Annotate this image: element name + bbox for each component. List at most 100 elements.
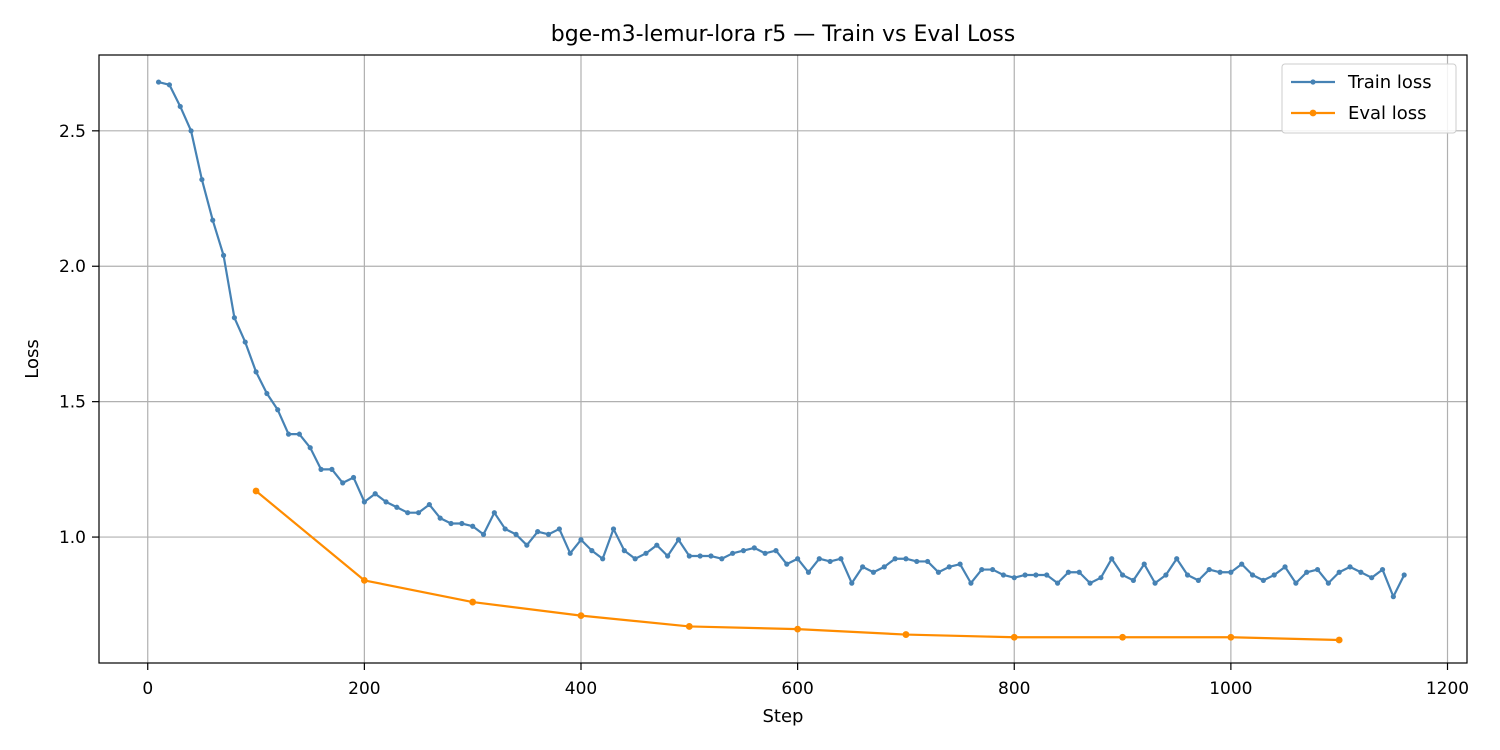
- train-loss-point: [1249, 572, 1256, 578]
- train-loss-point: [578, 537, 584, 543]
- train-loss-point: [892, 556, 898, 562]
- train-loss-point: [1044, 572, 1050, 578]
- x-tick-label: 400: [565, 679, 597, 699]
- train-loss-point: [1217, 569, 1223, 575]
- train-loss-point: [383, 499, 389, 505]
- train-loss-point: [697, 553, 703, 559]
- eval-loss-point: [252, 487, 260, 495]
- train-loss-point: [1152, 580, 1158, 586]
- series-layer: [155, 79, 1407, 644]
- legend-train-label: Train loss: [1347, 72, 1432, 93]
- eval-loss-point: [794, 625, 802, 633]
- train-loss-point: [1184, 572, 1191, 578]
- train-loss-point: [567, 550, 573, 556]
- eval-loss-point: [1335, 636, 1343, 644]
- train-loss-point: [751, 545, 757, 551]
- train-loss-point: [1141, 561, 1147, 567]
- train-loss-point: [1163, 572, 1169, 578]
- train-loss-point: [643, 550, 649, 556]
- train-loss-point: [827, 558, 833, 565]
- x-axis-label: Step: [763, 706, 804, 727]
- eval-loss-point: [685, 623, 693, 630]
- x-tick-label: 800: [998, 679, 1030, 699]
- y-tick-label: 2.5: [59, 122, 86, 142]
- train-loss-point: [1239, 561, 1245, 567]
- train-loss-point: [1195, 577, 1201, 583]
- y-tick-label: 2.0: [59, 257, 86, 277]
- train-loss-point: [1379, 566, 1386, 573]
- train-loss-point: [1401, 572, 1407, 578]
- train-loss-point: [1065, 569, 1072, 575]
- train-loss-point: [491, 510, 497, 516]
- train-loss-point: [600, 556, 606, 562]
- train-loss-point: [372, 491, 378, 497]
- train-loss-point: [1054, 580, 1061, 586]
- train-loss-point: [1109, 556, 1115, 562]
- train-loss-point: [870, 569, 877, 575]
- train-loss-point: [708, 553, 714, 559]
- train-loss-point: [914, 558, 920, 565]
- x-tick-label: 1000: [1209, 679, 1252, 699]
- train-loss-point: [860, 564, 866, 570]
- train-loss-point: [535, 529, 541, 535]
- train-loss-point: [264, 390, 270, 397]
- train-loss-point: [1011, 575, 1017, 581]
- train-loss-point: [881, 564, 887, 570]
- train-loss-point: [979, 566, 985, 573]
- train-loss-point: [177, 103, 183, 110]
- eval-loss-point: [577, 612, 585, 620]
- train-loss-point: [394, 504, 400, 510]
- train-loss-point: [437, 515, 443, 521]
- train-loss-point: [459, 520, 465, 527]
- y-axis-label: Loss: [22, 339, 43, 378]
- train-loss-point: [426, 501, 432, 508]
- train-loss-point: [1119, 572, 1126, 578]
- train-loss-point: [1314, 566, 1321, 573]
- train-loss-point: [1358, 569, 1364, 575]
- train-loss-point: [957, 561, 963, 567]
- train-loss-point: [849, 580, 855, 586]
- train-loss-point: [1347, 564, 1353, 570]
- train-loss-point: [1087, 580, 1093, 586]
- train-loss-point: [1390, 594, 1396, 600]
- eval-loss-point: [1227, 633, 1235, 641]
- train-loss-point: [415, 510, 422, 516]
- train-loss-point: [610, 526, 617, 532]
- train-loss-point: [524, 542, 530, 548]
- chart-title: bge-m3-lemur-lora r5 — Train vs Eval Los…: [551, 22, 1016, 47]
- legend-eval-marker: [1309, 109, 1317, 117]
- train-loss-point: [296, 431, 302, 437]
- train-loss-point: [816, 556, 822, 562]
- train-loss-point: [361, 499, 367, 505]
- train-loss-point: [989, 566, 996, 573]
- train-loss-point: [556, 526, 562, 532]
- y-tick-label: 1.5: [59, 393, 86, 413]
- plot-frame: [98, 54, 1468, 664]
- train-loss-point: [285, 431, 292, 437]
- train-loss-point: [480, 531, 487, 537]
- train-loss-point: [654, 542, 660, 548]
- train-loss-point: [1228, 569, 1234, 575]
- train-loss-point: [632, 556, 638, 562]
- train-loss-point: [1000, 572, 1007, 578]
- train-loss-point: [329, 466, 335, 472]
- train-loss-point: [318, 466, 324, 472]
- train-loss-point: [405, 510, 411, 516]
- train-loss-point: [350, 474, 357, 481]
- train-loss-point: [838, 556, 844, 562]
- train-loss-point: [1369, 575, 1375, 581]
- train-loss-point: [1033, 572, 1039, 578]
- ticks: 0 200 400 600 800 1000 1200 1.0 1.5 2.0 2.5: [59, 122, 1469, 699]
- x-tick-label: 600: [781, 679, 813, 699]
- legend-train-marker: [1310, 79, 1316, 85]
- train-loss-point: [448, 520, 454, 527]
- train-loss-point: [275, 407, 281, 413]
- train-loss-point: [1174, 556, 1180, 562]
- train-loss-point: [470, 523, 476, 529]
- train-loss-point: [1325, 580, 1331, 586]
- train-loss-point: [805, 569, 812, 575]
- eval-loss-point: [360, 576, 368, 584]
- train-loss-point: [1206, 566, 1212, 573]
- train-loss-point: [1098, 575, 1104, 581]
